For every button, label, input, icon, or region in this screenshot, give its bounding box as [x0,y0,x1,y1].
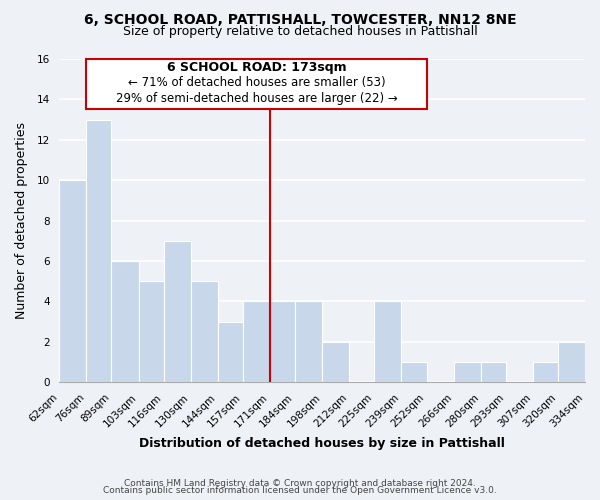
Bar [322,342,349,382]
Bar [454,362,481,382]
Bar [401,362,427,382]
Bar [243,302,270,382]
Bar [191,281,218,382]
Text: Size of property relative to detached houses in Pattishall: Size of property relative to detached ho… [122,25,478,38]
Bar [295,302,322,382]
Bar [86,120,112,382]
Text: 6 SCHOOL ROAD: 173sqm: 6 SCHOOL ROAD: 173sqm [167,60,346,74]
Y-axis label: Number of detached properties: Number of detached properties [15,122,28,319]
Text: Contains public sector information licensed under the Open Government Licence v3: Contains public sector information licen… [103,486,497,495]
Text: Contains HM Land Registry data © Crown copyright and database right 2024.: Contains HM Land Registry data © Crown c… [124,478,476,488]
Bar [86,59,427,110]
Bar [558,342,585,382]
Text: 29% of semi-detached houses are larger (22) →: 29% of semi-detached houses are larger (… [116,92,397,105]
Bar [112,261,139,382]
Text: 6, SCHOOL ROAD, PATTISHALL, TOWCESTER, NN12 8NE: 6, SCHOOL ROAD, PATTISHALL, TOWCESTER, N… [83,12,517,26]
Bar [139,281,164,382]
Text: ← 71% of detached houses are smaller (53): ← 71% of detached houses are smaller (53… [128,76,385,88]
Bar [218,322,243,382]
Bar [374,302,401,382]
Bar [270,302,295,382]
Bar [481,362,506,382]
Bar [164,240,191,382]
Bar [59,180,86,382]
X-axis label: Distribution of detached houses by size in Pattishall: Distribution of detached houses by size … [139,437,505,450]
Bar [533,362,558,382]
